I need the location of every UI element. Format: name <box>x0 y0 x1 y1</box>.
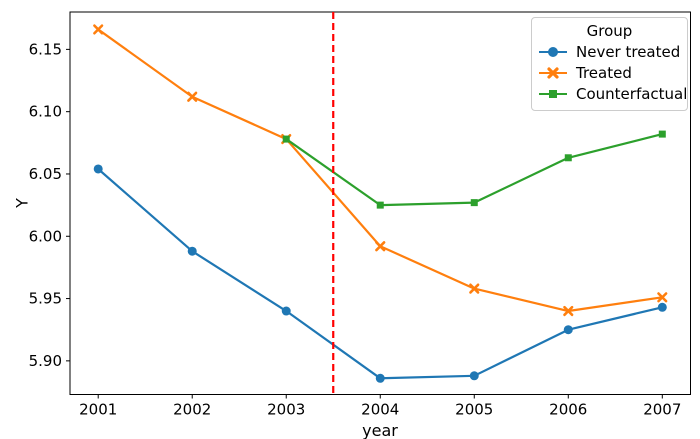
x-tick-label: 2001 <box>79 401 117 419</box>
data-point-square <box>470 199 478 207</box>
data-point-circle <box>657 302 667 312</box>
data-point-square <box>282 135 290 143</box>
y-tick-label: 5.95 <box>29 290 62 308</box>
y-tick-label: 6.15 <box>29 40 62 58</box>
y-tick-label: 6.05 <box>29 165 62 183</box>
data-point-circle <box>563 325 573 335</box>
legend-entry-counterfactual: Counterfactual <box>538 83 687 104</box>
y-tick-label: 6.00 <box>29 227 62 245</box>
x-tick-label: 2003 <box>267 401 305 419</box>
legend-label: Treated <box>576 63 632 82</box>
data-point-circle <box>375 373 385 383</box>
data-point-circle <box>187 246 197 256</box>
legend-entry-treated: Treated <box>538 62 681 83</box>
legend-label: Counterfactual <box>576 84 688 103</box>
legend-title: Group <box>586 22 633 40</box>
legend-label: Never treated <box>576 42 681 61</box>
data-point-x <box>563 305 574 317</box>
legend: Group Never treated Treated <box>531 17 688 111</box>
y-tick-label: 5.90 <box>29 352 62 370</box>
x-tick-label: 2006 <box>549 401 587 419</box>
legend-entry-never-treated: Never treated <box>538 41 681 62</box>
data-point-x <box>93 24 104 35</box>
x-axis-label: year <box>362 421 398 439</box>
data-point-x <box>657 292 668 303</box>
circle-marker-icon <box>538 45 568 59</box>
data-point-x <box>187 91 198 102</box>
data-point-x <box>375 241 386 252</box>
data-point-circle <box>93 164 103 174</box>
data-point-square <box>658 130 666 138</box>
data-point-square <box>564 154 572 162</box>
data-point-circle <box>469 371 479 381</box>
y-tick-label: 6.10 <box>29 103 62 121</box>
series-line-0 <box>97 168 663 380</box>
x-tick-label: 2002 <box>173 401 211 419</box>
x-tick-label: 2004 <box>361 401 399 419</box>
data-point-x <box>469 283 480 294</box>
y-axis-label: Y <box>12 198 32 208</box>
series-line-2 <box>285 133 663 207</box>
data-point-square <box>376 201 384 209</box>
data-point-circle <box>281 306 291 316</box>
square-marker-icon <box>538 87 568 101</box>
x-tick-label: 2005 <box>455 401 493 419</box>
x-marker-icon <box>538 66 568 80</box>
x-tick-label: 2007 <box>643 401 681 419</box>
